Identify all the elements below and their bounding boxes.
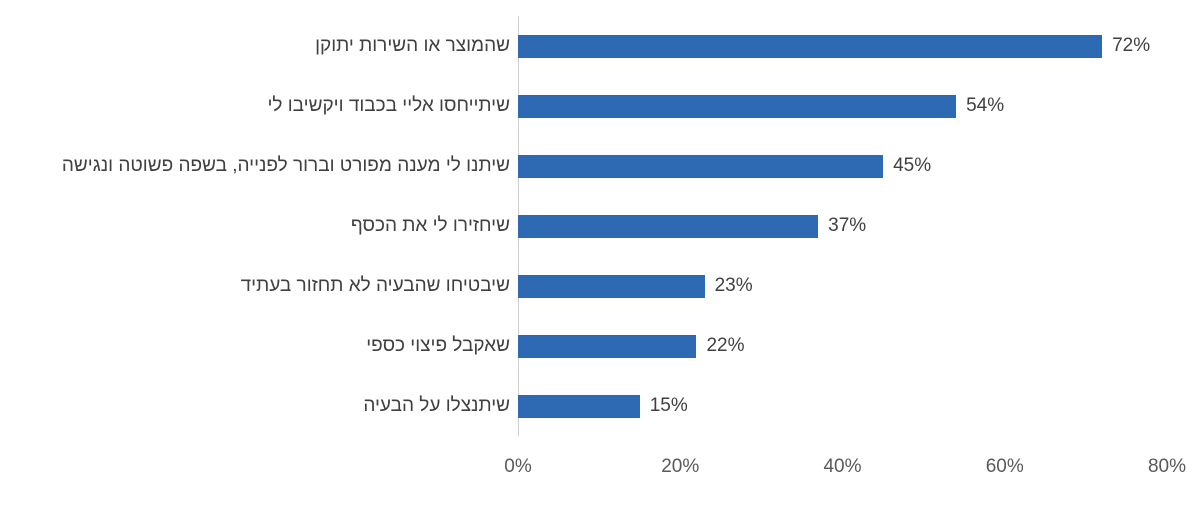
bar	[518, 215, 819, 238]
category-label: שאקבל פיצוי כספי	[366, 335, 510, 356]
x-tick-label: 80%	[1147, 456, 1187, 477]
data-label: 22%	[706, 335, 745, 356]
bar	[518, 155, 884, 178]
data-label: 23%	[714, 275, 753, 296]
category-label: שיתנצלו על הבעיה	[363, 395, 510, 416]
data-label: 45%	[893, 155, 932, 176]
x-tick-label: 60%	[985, 456, 1024, 477]
category-label: שהמוצר או השירות יתוקן	[315, 35, 510, 56]
data-label: 15%	[649, 395, 688, 416]
x-tick-label: 20%	[661, 456, 700, 477]
bar	[518, 395, 640, 418]
bar	[518, 35, 1103, 58]
data-label: 54%	[966, 95, 1005, 116]
category-label: שיתנו לי מענה מפורט וברור לפנייה, בשפה פ…	[61, 155, 510, 176]
category-label: שיבטיחו שהבעיה לא תחזור בעתיד	[240, 275, 510, 296]
bar	[518, 275, 705, 298]
category-label: שיחזירו לי את הכסף	[350, 215, 510, 236]
data-label: 37%	[828, 215, 867, 236]
data-label: 72%	[1112, 35, 1151, 56]
x-tick-label: 40%	[823, 456, 862, 477]
bar	[518, 335, 697, 358]
x-tick-label: 0%	[504, 456, 532, 477]
category-label: שיתייחסו אליי בכבוד ויקשיבו לי	[267, 95, 510, 116]
bar	[518, 95, 957, 118]
